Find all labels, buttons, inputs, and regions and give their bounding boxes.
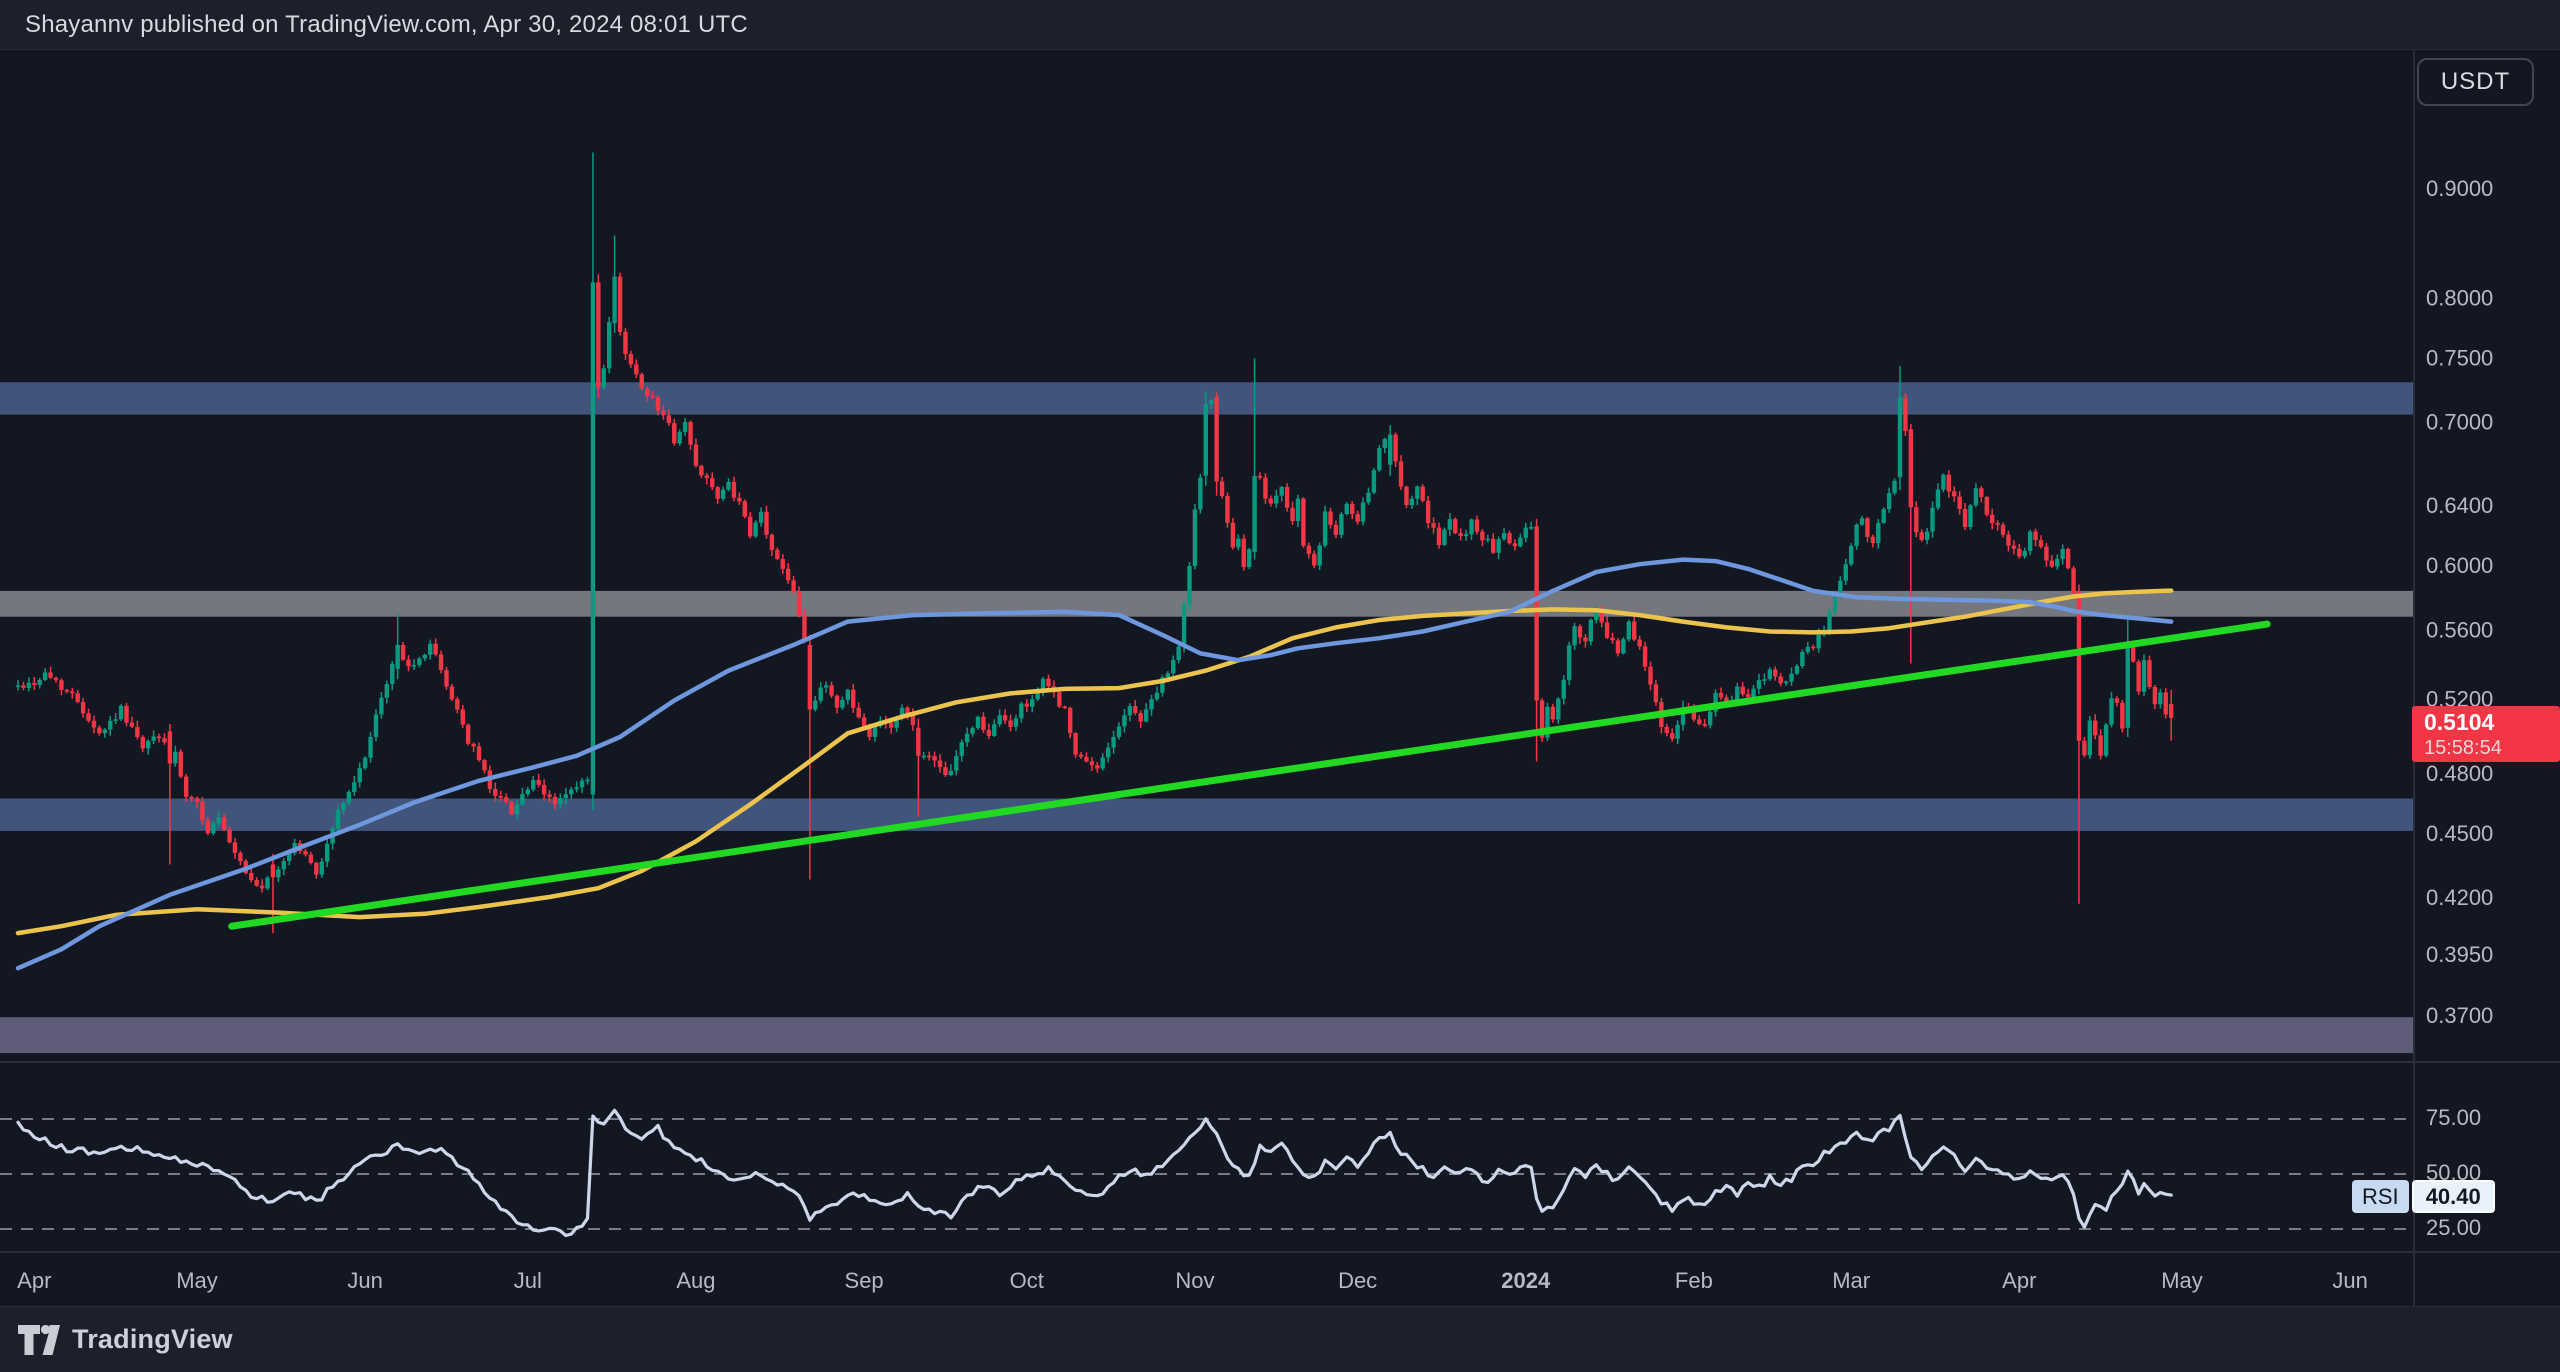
rsi-indicator-label[interactable]: RSI (2352, 1180, 2409, 1213)
price-tick-label: 0.7500 (2426, 345, 2493, 370)
price-tick-label: 0.8000 (2426, 285, 2493, 310)
tradingview-logo-icon[interactable] (18, 1322, 60, 1358)
time-tick-label: Jun (347, 1268, 382, 1293)
currency-toggle-button[interactable]: USDT (2417, 58, 2534, 106)
price-tick-label: 0.4800 (2426, 761, 2493, 786)
price-tick-label: 0.4200 (2426, 885, 2493, 910)
last-price-value: 0.5104 (2424, 708, 2495, 735)
last-price-label: 0.5104 15:58:54 (2412, 706, 2560, 762)
time-tick-label: Aug (676, 1268, 715, 1293)
price-tick-label: 0.3700 (2426, 1003, 2493, 1028)
price-tick-label: 0.9000 (2426, 176, 2493, 201)
time-tick-label: Jun (2332, 1268, 2367, 1293)
ma-line-yellow (15, 588, 2174, 936)
overlay-lines (15, 557, 2271, 971)
price-tick-label: 0.5600 (2426, 617, 2493, 642)
axis-labels: 0.9000 0.8000 0.7500 0.7000 0.6400 0.6000 0.56… (17, 176, 2493, 1293)
zone-deep-support (0, 1017, 2414, 1054)
time-tick-label: Sep (845, 1268, 884, 1293)
footer-bar: TradingView (0, 1306, 2560, 1372)
time-tick-label: Apr (2002, 1268, 2036, 1293)
rsi-line (16, 1108, 2173, 1238)
price-tick-label: 0.6000 (2426, 553, 2493, 578)
support-resistance-zones (0, 382, 2414, 1054)
price-tick-label: 0.6400 (2426, 493, 2493, 518)
publish-header-bar: Shayannv published on TradingView.com, A… (0, 0, 2560, 50)
price-tick-label: 0.3950 (2426, 942, 2493, 967)
time-tick-label: May (2161, 1268, 2203, 1293)
rsi-value-badge: 40.40 (2411, 1180, 2495, 1213)
time-tick-label: Mar (1832, 1268, 1870, 1293)
zone-mid-range (0, 590, 2414, 617)
publish-info-text: Shayannv published on TradingView.com, A… (25, 10, 748, 38)
rsi-line-group (16, 1108, 2173, 1238)
price-tick-label: 0.4500 (2426, 821, 2493, 846)
rsi-guides (0, 1118, 2414, 1230)
time-tick-label: Oct (1010, 1268, 1044, 1293)
time-tick-label: Nov (1175, 1268, 1214, 1293)
rsi-indicator-badges: RSI 40.40 (2352, 1180, 2495, 1213)
pane-borders (0, 50, 2560, 1306)
time-tick-label: Dec (1338, 1268, 1377, 1293)
bar-countdown-timer: 15:58:54 (2424, 736, 2502, 759)
zone-support (0, 798, 2414, 831)
price-tick-label: 0.7000 (2426, 410, 2493, 435)
time-tick-label: May (176, 1268, 218, 1293)
time-tick-label: Feb (1675, 1268, 1713, 1293)
time-tick-label: Apr (17, 1268, 51, 1293)
time-tick-label: Jul (514, 1268, 542, 1293)
rsi-tick-label: 25.00 (2426, 1215, 2481, 1240)
time-tick-label: 2024 (1501, 1268, 1551, 1293)
ma-line-blue (15, 557, 2174, 971)
ascending-trendline (228, 620, 2271, 930)
rsi-tick-label: 75.00 (2426, 1105, 2481, 1130)
brand-name[interactable]: TradingView (72, 1324, 233, 1354)
